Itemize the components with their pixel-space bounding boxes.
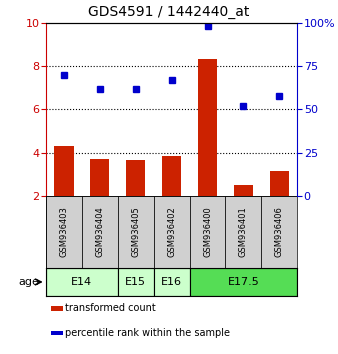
Text: GDS4591 / 1442440_at: GDS4591 / 1442440_at — [88, 5, 250, 18]
Bar — [46, 268, 118, 296]
Bar — [153, 196, 190, 268]
Text: transformed count: transformed count — [65, 303, 155, 313]
Text: GSM936402: GSM936402 — [167, 207, 176, 257]
Bar — [90, 159, 110, 196]
Text: GSM936406: GSM936406 — [275, 207, 284, 257]
Bar — [262, 196, 297, 268]
Bar — [54, 146, 73, 196]
Text: GSM936404: GSM936404 — [95, 207, 104, 257]
Text: GSM936405: GSM936405 — [131, 207, 140, 257]
Text: E16: E16 — [161, 277, 182, 287]
Bar — [198, 59, 217, 196]
Bar — [51, 306, 63, 311]
Bar — [190, 196, 225, 268]
Text: E17.5: E17.5 — [227, 277, 259, 287]
Bar — [234, 185, 254, 196]
Text: GSM936400: GSM936400 — [203, 207, 212, 257]
Bar — [81, 196, 118, 268]
Bar — [51, 331, 63, 335]
Text: age: age — [18, 277, 39, 287]
Bar — [153, 268, 190, 296]
Text: percentile rank within the sample: percentile rank within the sample — [65, 328, 230, 338]
Bar — [126, 160, 145, 196]
Bar — [190, 268, 297, 296]
Bar — [162, 156, 182, 196]
Bar — [270, 171, 289, 196]
Text: GSM936403: GSM936403 — [59, 207, 68, 257]
Bar — [225, 196, 262, 268]
Bar — [118, 268, 153, 296]
Text: E14: E14 — [71, 277, 92, 287]
Text: GSM936401: GSM936401 — [239, 207, 248, 257]
Text: E15: E15 — [125, 277, 146, 287]
Bar — [46, 196, 81, 268]
Bar — [118, 196, 153, 268]
